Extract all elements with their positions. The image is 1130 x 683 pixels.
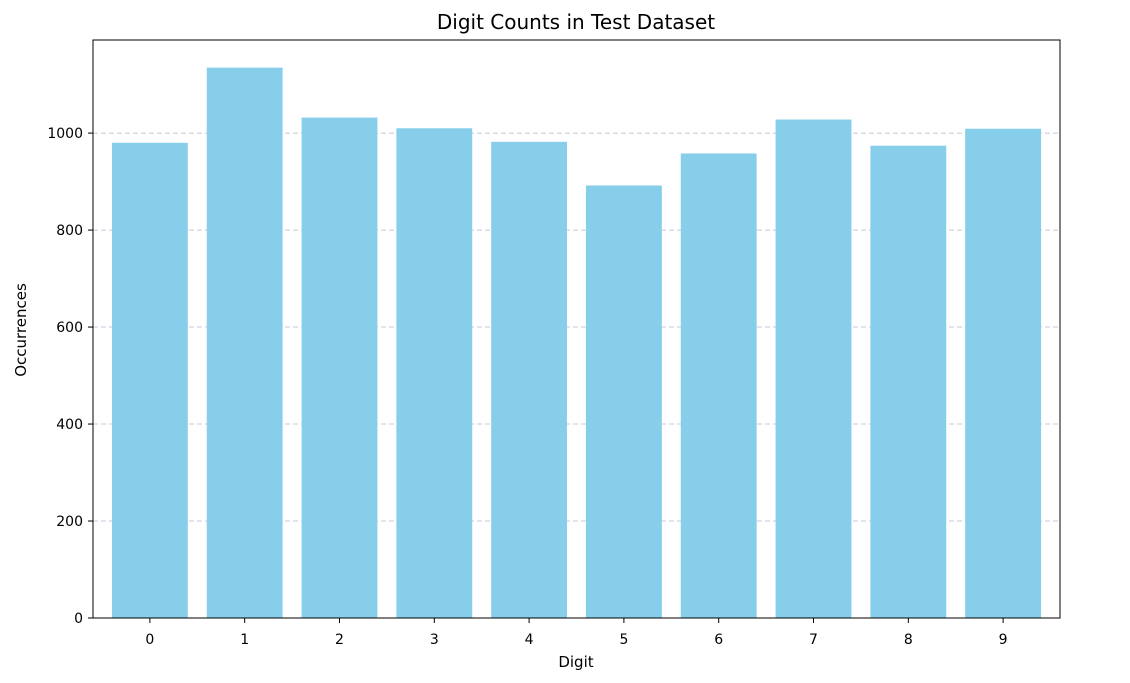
x-tick-label-9: 9	[999, 632, 1008, 648]
y-axis-ticks: 0 200 400 600 800 1000	[47, 126, 93, 627]
bar-digit-2	[301, 117, 378, 618]
x-tick-label-2: 2	[335, 632, 344, 648]
x-axis-label: Digit	[558, 653, 593, 671]
y-tick-label-200: 200	[56, 514, 83, 530]
bar-digit-6	[680, 153, 757, 619]
x-tick-label-6: 6	[714, 632, 723, 648]
bar-digit-8	[870, 145, 947, 618]
y-tick-label-0: 0	[74, 611, 83, 627]
x-tick-label-7: 7	[809, 632, 818, 648]
x-tick-label-3: 3	[430, 632, 439, 648]
plot-frame	[92, 39, 1061, 619]
bar-digit-1	[206, 67, 283, 618]
bar-digit-4	[491, 141, 568, 618]
x-tick-label-0: 0	[145, 632, 154, 648]
x-axis-ticks: 0 1 2 3 4 5 6 7 8 9	[145, 618, 1008, 648]
y-axis-label: Occurrences	[12, 283, 30, 377]
bars	[111, 67, 1042, 619]
y-tick-label-800: 800	[56, 223, 83, 239]
y-tick-label-1000: 1000	[47, 126, 83, 142]
chart-title: Digit Counts in Test Dataset	[437, 10, 715, 34]
bar-digit-3	[396, 128, 473, 618]
bar-digit-5	[585, 185, 662, 619]
x-tick-label-1: 1	[240, 632, 249, 648]
bar-digit-9	[965, 128, 1042, 618]
bar-digit-7	[775, 119, 852, 618]
x-tick-label-5: 5	[619, 632, 628, 648]
bar-digit-0	[111, 142, 188, 619]
x-tick-label-8: 8	[904, 632, 913, 648]
y-tick-label-600: 600	[56, 320, 83, 336]
y-tick-label-400: 400	[56, 417, 83, 433]
x-tick-label-4: 4	[525, 632, 534, 648]
